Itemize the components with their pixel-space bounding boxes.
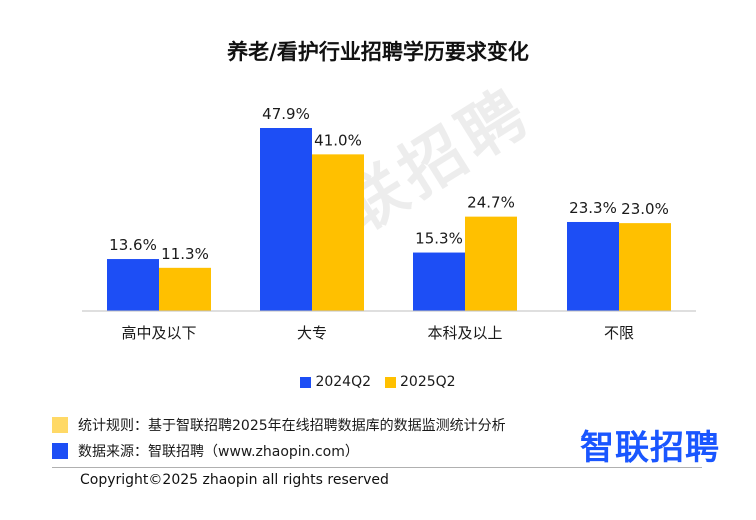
bar-2024q2-2 xyxy=(413,252,465,311)
legend-label-2024q2: 2024Q2 xyxy=(315,374,371,390)
data-source-text: 数据来源：智联招聘（www.zhaopin.com） xyxy=(78,444,359,460)
legend-swatch-2025q2 xyxy=(385,376,396,388)
category-tick-label-1: 大专 xyxy=(297,324,327,342)
bar-2025q2-1 xyxy=(312,154,364,311)
legend-label-2025q2: 2025Q2 xyxy=(400,374,456,390)
data-label-2025q2-0: 11.3% xyxy=(161,245,209,263)
bar-2024q2-0 xyxy=(107,259,159,311)
bar-2025q2-0 xyxy=(159,267,211,311)
bar-2025q2-2 xyxy=(465,216,517,311)
note-square-blue xyxy=(52,443,68,459)
stat-rule-note: 统计规则：基于智联招聘2025年在线招聘数据库的数据监测统计分析 xyxy=(52,415,506,435)
chart-legend: 2024Q2 2025Q2 xyxy=(0,374,756,390)
stat-rule-text: 统计规则：基于智联招聘2025年在线招聘数据库的数据监测统计分析 xyxy=(78,418,506,434)
bar-2025q2-3 xyxy=(619,223,671,311)
category-tick-label-3: 不限 xyxy=(604,324,634,342)
legend-item-2024q2: 2024Q2 xyxy=(300,374,371,390)
data-label-2025q2-3: 23.0% xyxy=(621,200,669,218)
legend-swatch-2024q2 xyxy=(300,376,312,388)
zhaopin-logo: 智联招聘 xyxy=(580,428,720,468)
category-tick-label-0: 高中及以下 xyxy=(121,324,196,342)
chart-title: 养老/看护行业招聘学历要求变化 xyxy=(227,40,529,64)
data-label-2025q2-1: 41.0% xyxy=(314,131,362,149)
data-label-2025q2-2: 24.7% xyxy=(467,194,515,212)
bar-2024q2-3 xyxy=(567,221,619,311)
data-label-2024q2-3: 23.3% xyxy=(569,199,617,217)
bar-2024q2-1 xyxy=(260,128,312,311)
bar-chart: 13.6% 11.3% 47.9%41.0% 15.3%24.7% 23.3% 23.0%… xyxy=(82,105,696,342)
legend-item-2025q2: 2025Q2 xyxy=(385,374,456,390)
data-source-note: 数据来源：智联招聘（www.zhaopin.com） xyxy=(52,441,359,461)
footer-divider xyxy=(52,467,702,468)
data-label-2024q2-0: 13.6% xyxy=(109,236,157,254)
copyright-text: Copyright©2025 zhaopin all rights reserv… xyxy=(80,472,389,488)
category-tick-label-2: 本科及以上 xyxy=(427,324,502,342)
data-label-2024q2-2: 15.3% xyxy=(415,230,463,248)
data-label-2024q2-1: 47.9% xyxy=(262,105,310,123)
note-square-yellow xyxy=(52,417,68,433)
